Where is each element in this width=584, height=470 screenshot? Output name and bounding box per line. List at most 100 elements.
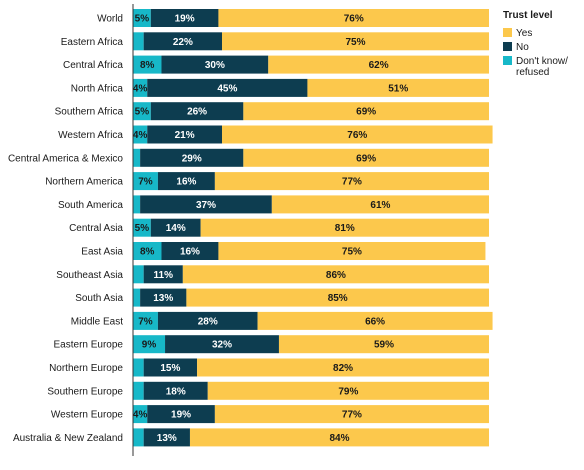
data-label-north-africa-no: 45% — [217, 83, 237, 94]
data-label-central-america-mexico-yes: 69% — [356, 153, 376, 164]
bar-southern-europe-no — [143, 381, 208, 400]
bar-south-america-yes — [271, 195, 489, 214]
bar-australia-new-zealand-yes — [189, 428, 489, 447]
bar-australia-new-zealand-don-t-know-refused — [133, 428, 144, 447]
data-label-western-africa-no: 21% — [175, 130, 195, 141]
category-label-australia-new-zealand: Australia & New Zealand — [13, 433, 123, 444]
bar-southern-europe-don-t-know-refused — [133, 381, 144, 400]
bar-western-europe-yes — [214, 405, 489, 424]
data-label-world-no: 19% — [175, 14, 195, 25]
bar-eastern-europe-no — [165, 335, 279, 354]
bar-southern-africa-don-t-know-refused — [133, 102, 151, 121]
data-label-australia-new-zealand-no: 13% — [157, 433, 177, 444]
data-label-eastern-africa-no: 22% — [173, 37, 193, 48]
bar-central-asia-no — [150, 218, 201, 237]
category-label-middle-east: Middle East — [71, 316, 123, 327]
data-label-northern-europe-yes: 82% — [333, 363, 353, 374]
data-label-western-africa-don-t-know-refused: 4% — [133, 130, 148, 141]
legend: Trust level Yes No Don't know/refused — [503, 10, 568, 78]
category-label-central-america-mexico: Central America & Mexico — [8, 153, 123, 164]
bar-northern-america-yes — [214, 172, 489, 191]
bar-northern-europe-don-t-know-refused — [133, 358, 144, 377]
data-label-world-yes: 76% — [344, 14, 364, 25]
legend-label-don-t-know-refused: Don't know/refused — [516, 56, 568, 78]
data-label-eastern-europe-no: 32% — [212, 340, 232, 351]
data-label-middle-east-don-t-know-refused: 7% — [138, 316, 153, 327]
bar-central-asia-yes — [200, 218, 489, 237]
data-label-middle-east-no: 28% — [198, 316, 218, 327]
data-label-central-asia-no: 14% — [166, 223, 186, 234]
bar-central-africa-no — [161, 55, 269, 74]
data-label-north-africa-yes: 51% — [388, 83, 408, 94]
bar-eastern-africa-yes — [222, 32, 489, 51]
data-label-western-europe-yes: 77% — [342, 410, 362, 421]
bar-east-asia-yes — [218, 242, 486, 260]
data-label-south-america-no: 37% — [196, 200, 216, 211]
data-label-central-africa-don-t-know-refused: 8% — [140, 60, 155, 71]
bar-south-america-don-t-know-refused — [133, 195, 141, 214]
data-label-eastern-europe-yes: 59% — [374, 340, 394, 351]
legend-label-no: No — [516, 42, 529, 53]
bar-north-africa-no — [147, 78, 308, 97]
category-label-western-europe: Western Europe — [51, 410, 124, 421]
data-label-central-america-mexico-no: 29% — [182, 153, 202, 164]
bar-south-america-no — [140, 195, 272, 214]
category-label-southern-africa: Southern Africa — [55, 107, 124, 118]
data-label-north-africa-don-t-know-refused: 4% — [133, 83, 148, 94]
bar-east-asia-don-t-know-refused — [133, 242, 162, 260]
category-label-world: World — [97, 14, 123, 25]
legend-label-yes: Yes — [516, 28, 532, 39]
legend-title: Trust level — [503, 10, 553, 21]
data-label-central-asia-don-t-know-refused: 5% — [135, 223, 150, 234]
data-label-middle-east-yes: 66% — [365, 316, 385, 327]
bar-western-africa-yes — [222, 125, 493, 144]
bar-western-europe-no — [147, 405, 215, 424]
bar-north-africa-yes — [307, 78, 489, 97]
bar-northern-europe-no — [143, 358, 198, 377]
bar-southeast-asia-don-t-know-refused — [133, 265, 144, 284]
category-labels: World Eastern Africa Central Africa North A… — [8, 14, 123, 444]
data-label-south-america-yes: 61% — [370, 200, 390, 211]
data-label-south-asia-yes: 85% — [328, 293, 348, 304]
data-label-central-asia-yes: 81% — [335, 223, 355, 234]
category-label-north-africa: North Africa — [71, 83, 124, 94]
data-label-southern-europe-no: 18% — [166, 386, 186, 397]
legend-swatch-yes — [503, 28, 512, 37]
category-label-northern-europe: Northern Europe — [49, 363, 123, 374]
bar-northern-america-no — [157, 172, 215, 191]
bar-central-africa-don-t-know-refused — [133, 55, 162, 74]
bar-western-africa-no — [147, 125, 222, 144]
bar-australia-new-zealand-no — [143, 428, 190, 447]
data-label-northern-europe-no: 15% — [160, 363, 180, 374]
bar-southeast-asia-yes — [182, 265, 489, 284]
bar-world-yes — [218, 9, 489, 27]
data-label-western-europe-no: 19% — [171, 410, 191, 421]
bar-central-america-mexico-no — [140, 148, 244, 167]
category-label-central-africa: Central Africa — [63, 60, 123, 71]
bar-middle-east-yes — [257, 311, 493, 330]
bar-eastern-europe-don-t-know-refused — [133, 335, 166, 354]
data-label-central-africa-no: 30% — [205, 60, 225, 71]
data-label-central-africa-yes: 62% — [369, 60, 389, 71]
bar-western-africa-don-t-know-refused — [133, 125, 148, 144]
category-label-southeast-asia: Southeast Asia — [56, 270, 123, 281]
data-label-southeast-asia-no: 11% — [154, 270, 174, 281]
legend-swatch-don-t-know-refused — [503, 56, 512, 65]
bar-north-africa-don-t-know-refused — [133, 78, 148, 97]
bar-southeast-asia-no — [143, 265, 183, 284]
data-label-south-asia-no: 13% — [153, 293, 173, 304]
bar-south-asia-don-t-know-refused — [133, 288, 141, 307]
bar-south-asia-yes — [186, 288, 489, 307]
data-label-southeast-asia-yes: 86% — [326, 270, 346, 281]
bar-eastern-africa-no — [143, 32, 222, 51]
bar-eastern-africa-don-t-know-refused — [133, 32, 144, 51]
bar-southern-africa-yes — [243, 102, 489, 121]
bars-group: 5% 19% 76% 22% 75% 8% 30% 62% 4% 45% 51% 5% 26% 69% 4%… — [133, 9, 493, 447]
bar-world-no — [150, 9, 219, 27]
bar-western-europe-don-t-know-refused — [133, 405, 148, 424]
bar-east-asia-no — [161, 242, 219, 260]
data-label-northern-america-yes: 77% — [342, 177, 362, 188]
bar-world-don-t-know-refused — [133, 9, 151, 27]
category-label-eastern-europe: Eastern Europe — [54, 340, 124, 351]
data-label-western-africa-yes: 76% — [347, 130, 367, 141]
